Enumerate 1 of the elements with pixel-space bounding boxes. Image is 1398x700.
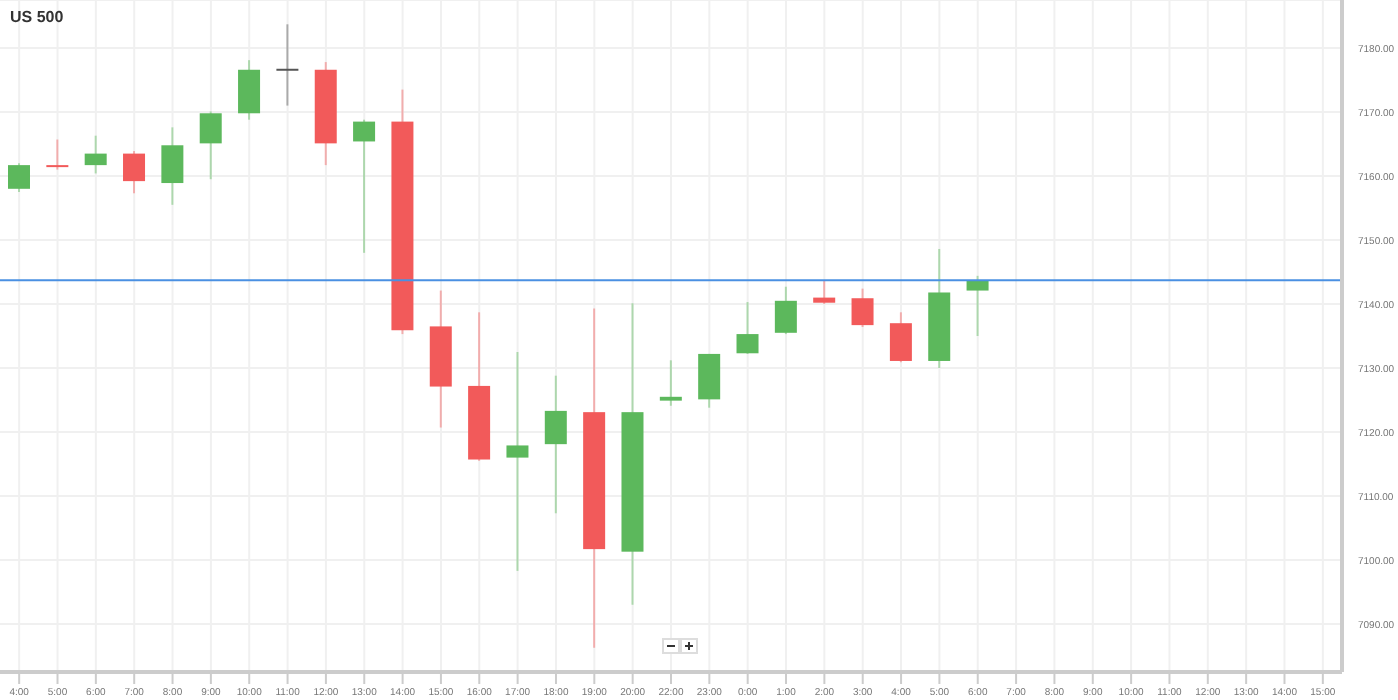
- text: US 500: [10, 8, 64, 26]
